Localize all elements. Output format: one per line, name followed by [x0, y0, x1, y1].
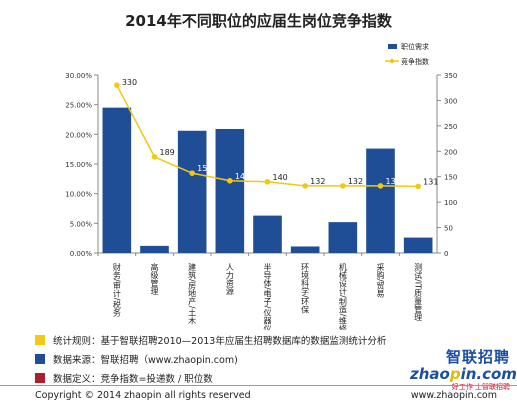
data-label-competition-index: 189 — [160, 148, 175, 157]
right-tick-label: 200 — [444, 148, 457, 156]
right-tick-label: 150 — [444, 174, 457, 182]
logo-en-dot: p — [449, 365, 461, 383]
logo-en: zhaopin.com — [410, 365, 517, 383]
bar-job-demand — [403, 237, 433, 253]
point-competition-index — [151, 154, 158, 160]
note-source-text: 数据来源：智联招聘（www.zhaopin.com) — [53, 354, 238, 366]
x-tick-label: 机械设计/制造/维修 — [338, 262, 347, 330]
bar-job-demand — [140, 245, 169, 253]
point-competition-index — [227, 177, 233, 184]
point-competition-index — [114, 82, 120, 88]
left-tick-label: 5.00% — [70, 220, 93, 228]
point-competition-index — [189, 170, 195, 176]
logo-en-post: in.com — [460, 365, 517, 383]
x-tick-label: 采购/贸易 — [376, 262, 385, 299]
data-label-competition-index: 142 — [235, 172, 250, 181]
point-competition-index — [302, 183, 308, 189]
bar-job-demand — [253, 215, 282, 253]
data-label-competition-index: 132 — [348, 177, 363, 186]
x-tick-label: 财务/审计/税务 — [112, 262, 121, 317]
note-rule-swatch — [35, 334, 45, 345]
data-label-competition-index: 140 — [273, 173, 288, 182]
point-competition-index — [340, 183, 346, 189]
bar-job-demand — [290, 246, 320, 253]
point-competition-index — [415, 183, 421, 190]
legend-bar-label: 职位需求 — [401, 42, 429, 51]
note-definition-text: 数据定义：竞争指数=投递数 / 职位数 — [53, 373, 213, 385]
legend-bar-swatch — [388, 44, 397, 49]
x-tick-label: 高级管理 — [150, 262, 159, 295]
data-label-competition-index: 330 — [122, 78, 137, 87]
x-tick-label: 建筑/房地产/土木 — [188, 262, 197, 325]
combo-chart: 0.00% 5.00% 10.00% 15.00% 20.00% 25.00% 30.00%… — [65, 42, 457, 330]
note-rule-text: 统计规则：基于智联招聘2010—2013年应届生招聘数据库的数据监测统计分析 — [53, 335, 387, 347]
legend-line-marker — [389, 58, 395, 64]
right-tick-label: 0 — [444, 250, 448, 258]
left-tick-label: 15.00% — [65, 161, 92, 169]
right-tick-label: 350 — [444, 72, 457, 80]
note-rule: 统计规则：基于智联招聘2010—2013年应届生招聘数据库的数据监测统计分析 — [35, 330, 386, 349]
right-tick-label: 50 — [444, 225, 453, 233]
bar-job-demand — [366, 148, 395, 253]
right-tick-label: 300 — [444, 97, 457, 105]
note-source: 数据来源：智联招聘（www.zhaopin.com) — [35, 349, 386, 368]
note-definition: 数据定义：竞争指数=投递数 / 职位数 — [35, 368, 386, 387]
notes-panel: 统计规则：基于智联招聘2010—2013年应届生招聘数据库的数据监测统计分析 数… — [35, 330, 386, 387]
data-label-competition-index: 157 — [197, 164, 212, 173]
left-tick-label: 10.00% — [65, 191, 92, 199]
zhaopin-logo: 智联招聘 zhaopin.com 好工作 上智联招聘 — [410, 346, 517, 391]
point-competition-index — [377, 183, 384, 189]
data-label-competition-index: 132 — [310, 177, 325, 186]
note-definition-swatch — [35, 372, 45, 383]
bar-job-demand — [102, 107, 132, 253]
right-tick-label: 100 — [444, 199, 457, 207]
x-tick-label: 环境科学/环保 — [301, 263, 310, 315]
logo-cn: 智联招聘 — [445, 348, 510, 366]
logo-en-pre: zhao — [410, 365, 450, 383]
point-competition-index — [264, 179, 271, 185]
right-tick-label: 250 — [444, 123, 457, 131]
left-tick-label: 30.00% — [65, 72, 92, 80]
footer-site: www.zhaopin.com — [410, 390, 497, 401]
footer: Copyright © 2014 zhaopin all rights rese… — [0, 385, 517, 408]
footer-copyright: Copyright © 2014 zhaopin all rights rese… — [35, 390, 251, 401]
bar-job-demand — [215, 128, 245, 253]
left-tick-label: 25.00% — [65, 102, 92, 110]
x-tick-label: 半导体/电子/仪器仪表 — [263, 262, 272, 330]
legend-line-label: 竞争指数 — [401, 57, 429, 66]
data-label-competition-index: 132 — [386, 177, 401, 186]
bar-job-demand — [177, 130, 207, 253]
left-tick-label: 0.00% — [70, 250, 93, 258]
data-label-competition-index: 131 — [423, 177, 438, 186]
chart-title: 2014年不同职位的应届生岗位竞争指数 — [125, 12, 392, 30]
x-tick-label: 人力资源 — [225, 263, 234, 296]
logo-tagline: 好工作 上智联招聘 — [451, 383, 510, 391]
x-tick-label: 测试/IT质量管理 — [414, 263, 423, 321]
left-tick-label: 20.00% — [65, 131, 92, 139]
bar-job-demand — [328, 222, 358, 253]
note-source-swatch — [35, 353, 45, 364]
